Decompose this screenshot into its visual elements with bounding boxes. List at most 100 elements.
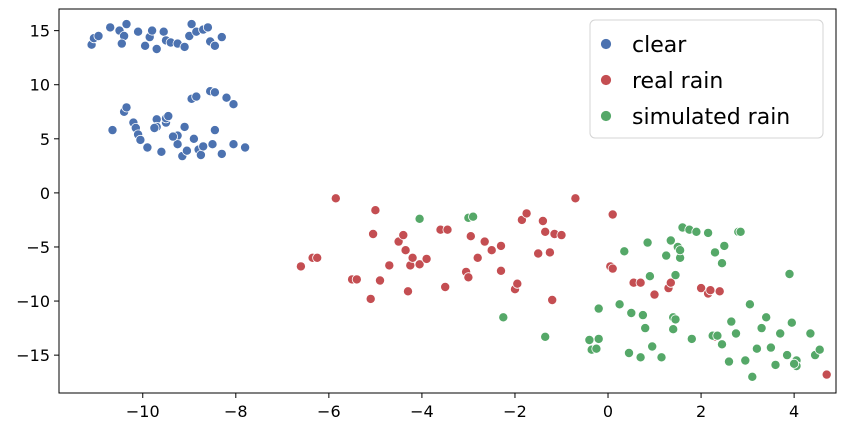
data-point [209,125,220,136]
data-point [209,40,220,51]
data-point [188,133,199,144]
data-point [607,209,618,220]
legend-label: clear [632,33,687,58]
y-tick-label: −5 [26,238,50,257]
data-point [135,134,146,145]
x-tick-label: 2 [696,402,706,421]
data-point [479,236,490,247]
data-point [156,146,167,157]
data-point [181,145,192,156]
data-point [712,330,723,341]
data-point [295,261,306,272]
data-point [635,277,646,288]
data-point [463,272,474,283]
data-point [661,250,672,261]
data-point [228,139,239,150]
data-point [179,41,190,52]
y-tick-label: 10 [30,76,50,95]
data-point [784,268,795,279]
data-point [705,285,716,296]
data-point [468,211,479,222]
data-point [691,226,702,237]
data-point [537,215,548,226]
data-point [228,99,239,110]
data-point [584,334,595,345]
data-point [370,205,381,216]
data-point [195,149,206,160]
data-point [635,352,646,363]
data-point [116,38,127,49]
data-point [668,324,679,335]
data-point [374,275,385,286]
data-point [765,342,776,353]
y-tick-label: 5 [40,130,50,149]
data-point [607,263,618,274]
data-point [744,299,755,310]
data-point [714,286,725,297]
data-point [442,224,453,235]
data-point [761,312,772,323]
data-point [221,92,232,103]
data-point [368,228,379,239]
data-point [726,316,737,327]
data-point [814,344,825,355]
data-point [665,277,676,288]
data-point [133,26,144,37]
data-point [209,87,220,98]
x-tick-label: −8 [224,402,248,421]
data-point [495,240,506,251]
data-point [593,333,604,344]
data-point [747,371,758,382]
data-point [675,245,686,256]
data-point [498,312,509,323]
data-point [163,111,174,122]
data-point [547,294,558,305]
data-point [626,307,637,318]
data-point [191,91,202,102]
y-tick-label: −10 [16,292,50,311]
series-clear [86,19,251,162]
data-point [179,121,190,132]
data-point [619,246,630,257]
data-point [140,40,151,51]
data-point [670,314,681,325]
y-tick-label: −15 [16,346,50,365]
data-point [805,328,816,339]
data-point [696,283,707,294]
data-point [740,355,751,366]
data-point [731,328,742,339]
x-tick-label: 0 [603,402,613,421]
data-point [365,293,376,304]
data-point [775,328,786,339]
data-point [351,274,362,285]
data-point [312,252,323,263]
data-point [121,19,132,30]
data-point [147,25,158,36]
data-point [414,259,425,270]
x-tick-label: 4 [789,402,799,421]
data-point [198,141,209,152]
data-point [724,356,735,367]
data-point [544,247,555,258]
data-point [216,148,227,159]
legend-marker [600,110,612,122]
data-point [786,317,797,328]
data-point [656,352,667,363]
data-point [142,142,153,153]
data-point [751,343,762,354]
data-point [384,260,395,271]
data-point [400,245,411,256]
data-point [158,26,169,37]
plot-frame [58,8,837,394]
data-point [570,193,581,204]
data-point [789,358,800,369]
series-real-rain [295,193,832,380]
data-point [465,231,476,242]
data-point [703,227,714,238]
data-point [93,30,104,41]
data-point [670,270,681,281]
data-point [240,142,251,153]
legend-marker [600,38,612,50]
data-point [398,230,409,241]
